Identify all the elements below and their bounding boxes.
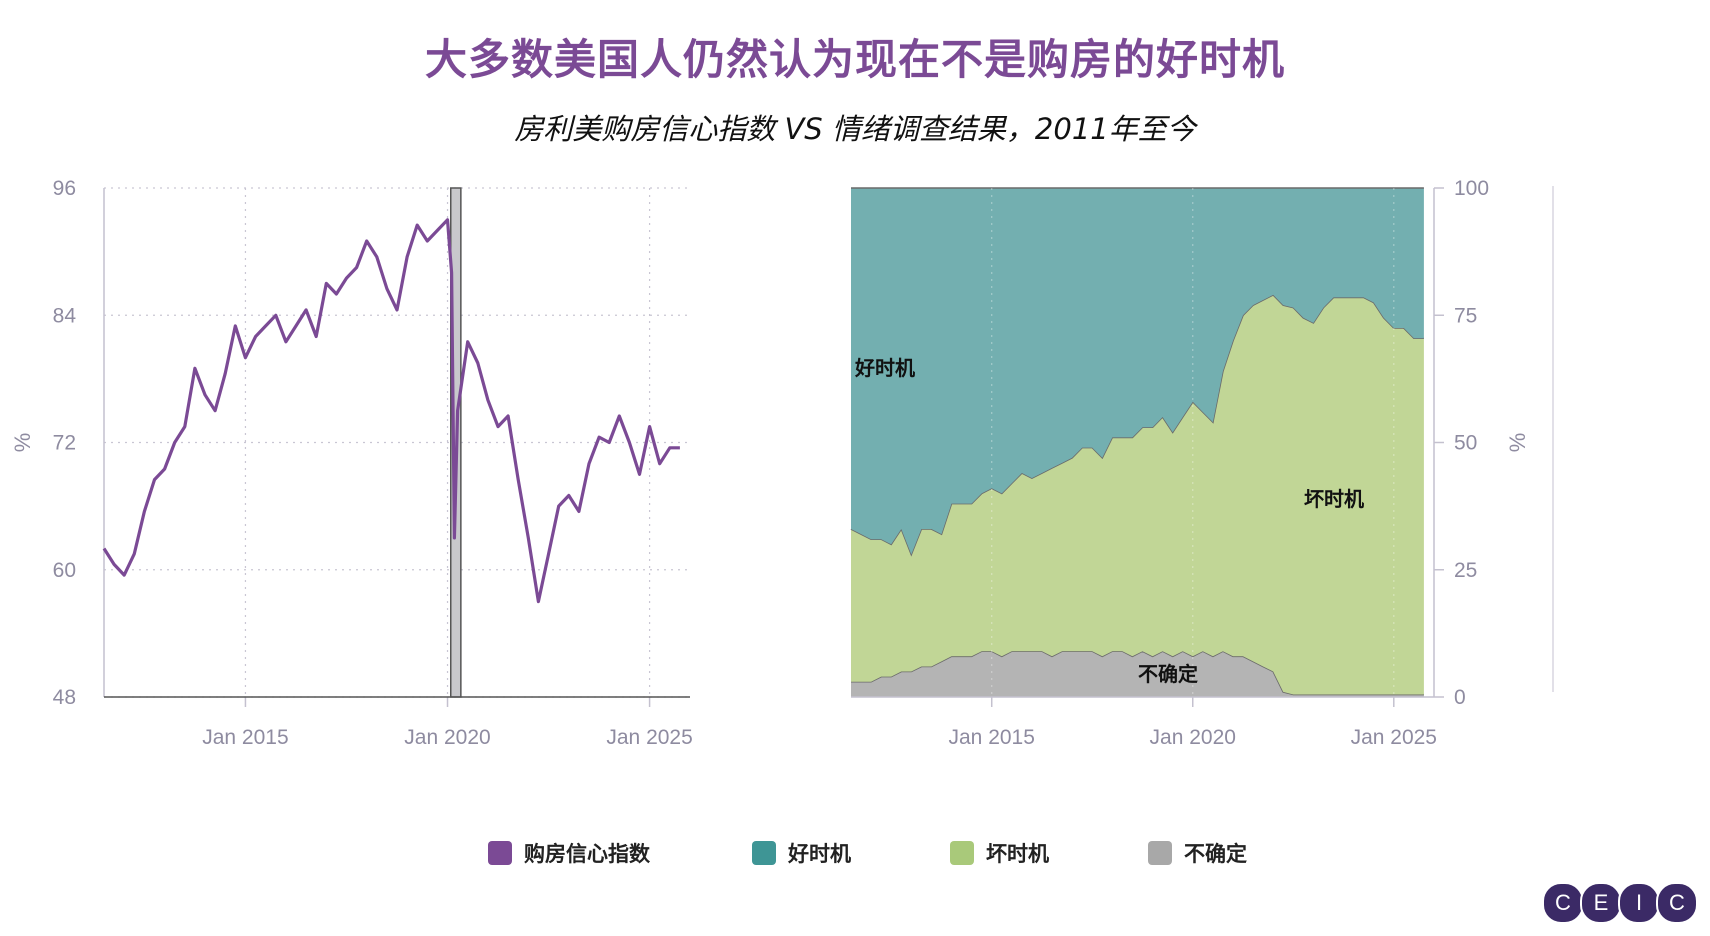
legend-item-unsure[interactable]: 不确定 [1148,838,1247,868]
right-area-chart: 0 25 50 75 100 Jan 2015 Jan 2020 Jan 2025% 好时机坏时… [850,177,1554,749]
legend-swatch-unsure [1148,841,1172,865]
area-annotation: 不确定 [1138,662,1198,686]
chart-subtitle: 房利美购房信心指数 VS 情绪调查结果，2011年至今 [514,112,1196,146]
x-tick-label: Jan 2020 [1150,726,1236,749]
area-annotation: 坏时机 [1304,487,1364,511]
area-good-time [851,188,1424,555]
legend: 购房信心指数 好时机 坏时机 不确定 [0,838,1710,874]
logo-letter: C [1542,882,1584,924]
y-tick-label: 72 [53,432,76,455]
y-tick-label: 50 [1454,432,1477,455]
logo-letter: I [1618,882,1660,924]
ceic-logo: C E I C [1542,882,1698,924]
x-tick-label: Jan 2025 [1351,726,1437,749]
y-axis-label: % [10,433,35,453]
x-tick-label: Jan 2015 [949,726,1035,749]
legend-label-unsure: 不确定 [1184,842,1247,866]
y-tick-label: 96 [53,177,76,200]
y-tick-label: 84 [53,304,77,327]
x-tick-label: Jan 2015 [202,726,288,749]
legend-item-index[interactable]: 购房信心指数 [488,838,650,868]
y-tick-label: 0 [1454,686,1466,709]
legend-label-index: 购房信心指数 [524,842,650,866]
legend-label-good: 好时机 [788,842,851,866]
chart-title: 大多数美国人仍然认为现在不是购房的好时机 [424,35,1285,84]
series-line-index [102,218,680,604]
legend-item-good[interactable]: 好时机 [752,838,851,868]
y-tick-label: 25 [1454,559,1477,582]
area-annotation: 好时机 [854,356,915,380]
area-bad-time [851,294,1424,695]
legend-swatch-good [752,841,776,865]
area-uncertain [851,651,1424,697]
y-tick-label: 60 [53,559,76,582]
legend-swatch-bad [950,841,974,865]
y-tick-label: 48 [53,686,76,709]
logo-letter: C [1656,882,1698,924]
legend-label-bad: 坏时机 [986,842,1049,866]
legend-item-bad[interactable]: 坏时机 [950,838,1049,868]
y-axis-label: % [1505,433,1530,453]
left-line-chart: 48 60 72 84 96 Jan 2015 Jan 2020 Jan 2025% [10,177,693,749]
logo-letter: E [1580,882,1622,924]
y-tick-label: 75 [1454,304,1477,327]
x-tick-label: Jan 2025 [606,726,692,749]
y-tick-label: 100 [1454,177,1489,200]
x-tick-label: Jan 2020 [404,726,490,749]
legend-swatch-index [488,841,512,865]
